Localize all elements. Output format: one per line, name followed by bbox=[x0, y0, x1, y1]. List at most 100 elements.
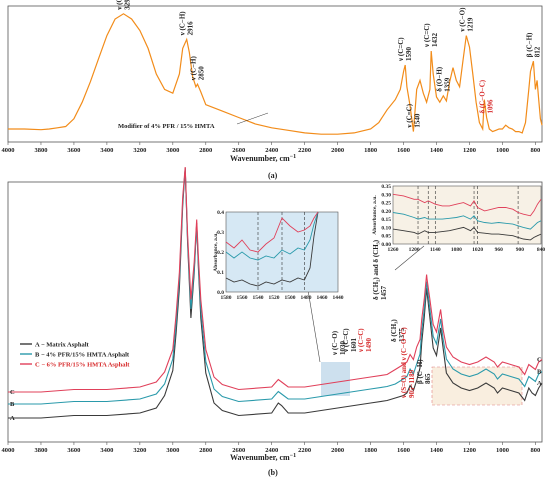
inset-x-tick: 900 bbox=[516, 247, 525, 253]
curve-label-left: C bbox=[10, 389, 15, 396]
inset-x-tick: 1260 bbox=[388, 247, 399, 253]
panel-a-series-name: Modifier of 4% PFR / 15% HMTA bbox=[118, 123, 215, 130]
svg-text:1457: 1457 bbox=[380, 286, 388, 301]
annotation-label: δ (O−H) 1359 bbox=[435, 66, 451, 92]
inset-x-tick: 1560 bbox=[237, 295, 248, 301]
x-tick-label: 800 bbox=[531, 447, 541, 454]
inset-x-tick: 1460 bbox=[317, 295, 328, 301]
inset-1-y-label: Absorbance, a.u. bbox=[213, 232, 219, 272]
annotation-label: δ (C−O−C) 1096 bbox=[479, 79, 495, 113]
inset-y-tick: 0.20 bbox=[381, 209, 391, 215]
svg-text:1490: 1490 bbox=[365, 338, 373, 353]
x-tick-label: 2400 bbox=[265, 147, 278, 154]
legend-label: A − Matrix Asphalt bbox=[35, 342, 90, 349]
svg-text:δ (O−H): δ (O−H) bbox=[435, 66, 443, 92]
svg-text:2916: 2916 bbox=[187, 21, 195, 36]
inset-1: 1580 1560 1540 1520 1500 1480 1460 1440 0.0 0.1 0.… bbox=[213, 210, 344, 301]
inset-x-tick: 840 bbox=[537, 247, 546, 253]
svg-text:ν (O−H): ν (O−H) bbox=[116, 0, 124, 11]
inset-y-tick: 0.10 bbox=[381, 225, 391, 231]
svg-text:ν (C=C): ν (C=C) bbox=[397, 37, 405, 62]
inset-series-A bbox=[392, 226, 542, 241]
annotation-label: ν (C=C) 1601 bbox=[342, 328, 358, 353]
svg-text:1219: 1219 bbox=[466, 17, 474, 32]
inset-y-tick: 0.25 bbox=[381, 201, 391, 207]
zoom-arrow-right bbox=[394, 245, 425, 271]
annotation-label: ν (C−H) 2916 bbox=[179, 11, 195, 37]
curve-label-right: A bbox=[537, 380, 542, 387]
annotation-label: β (C−H) 865 bbox=[416, 359, 432, 384]
x-tick-label: 4000 bbox=[2, 147, 15, 154]
svg-text:1432: 1432 bbox=[431, 33, 439, 48]
x-tick-label: 4000 bbox=[2, 447, 15, 454]
inset-x-tick: 1520 bbox=[269, 295, 280, 301]
annotation-label: ν (C=C) 1490 bbox=[357, 328, 373, 353]
inset-x-tick: 1540 bbox=[253, 295, 264, 301]
x-tick-label: 2000 bbox=[331, 447, 344, 454]
inset-x-tick: 1140 bbox=[430, 247, 441, 253]
highlight-1540-1440 bbox=[321, 362, 350, 396]
svg-text:ν (S=O) and ν (C−O−C): ν (S=O) and ν (C−O−C) bbox=[400, 327, 408, 399]
svg-text:β (C−H): β (C−H) bbox=[525, 32, 533, 57]
svg-text:1096: 1096 bbox=[487, 99, 495, 114]
inset-2-frame bbox=[392, 185, 542, 245]
x-tick-label: 1800 bbox=[364, 147, 377, 154]
panel-a: 4000 3800 3600 3400 3200 3000 2800 2600 2400 2200… bbox=[2, 0, 543, 180]
inset-series-A bbox=[225, 211, 319, 287]
svg-text:ν (C=C): ν (C=C) bbox=[357, 328, 365, 353]
annotation-label: ν (C=C) 1540 bbox=[405, 103, 421, 128]
panel-b-x-ticks: 4000 3800 3600 3400 3200 3000 2800 2600 2400 2200… bbox=[2, 442, 541, 454]
inset-x-tick: 1480 bbox=[301, 295, 312, 301]
svg-text:905−1189: 905−1189 bbox=[408, 369, 416, 398]
x-tick-label: 1600 bbox=[397, 147, 410, 154]
x-tick-label: 3200 bbox=[133, 147, 146, 154]
legend-label: B − 4% PFR/15% HMTA Asphalt bbox=[35, 352, 130, 359]
annotation-label: ν (C=C) 1432 bbox=[423, 23, 439, 48]
x-tick-label: 2800 bbox=[199, 447, 212, 454]
inset-series-B bbox=[225, 211, 319, 261]
x-tick-label: 2600 bbox=[232, 147, 245, 154]
x-tick-label: 3200 bbox=[133, 447, 146, 454]
panel-a-label: (a) bbox=[268, 171, 278, 180]
x-tick-label: 1000 bbox=[496, 447, 509, 454]
inset-1-content: 1580 1560 1540 1520 1500 1480 1460 1440 0.0 0.1 0.… bbox=[217, 210, 344, 301]
x-tick-label: 3600 bbox=[67, 447, 80, 454]
svg-text:ν (C=C): ν (C=C) bbox=[342, 328, 350, 353]
x-tick-label: 800 bbox=[531, 147, 541, 154]
inset-x-tick: 1200 bbox=[409, 247, 420, 253]
x-tick-label: 3800 bbox=[34, 447, 47, 454]
panel-a-x-axis-label: Wavenumber, cm−1 bbox=[230, 154, 296, 163]
panel-b-x-axis-label: Wavenumber, cm−1 bbox=[230, 453, 296, 462]
inset-x-tick: 1440 bbox=[333, 295, 344, 301]
annotation-label: ν (C=C) 1590 bbox=[397, 37, 413, 62]
x-tick-label: 3000 bbox=[166, 447, 179, 454]
x-tick-label: 3000 bbox=[166, 147, 179, 154]
x-tick-label: 1000 bbox=[496, 147, 509, 154]
legend-label: C − 6% PFR/15% HMTA Asphalt bbox=[35, 362, 130, 369]
svg-text:1590: 1590 bbox=[405, 47, 413, 62]
x-tick-label: 3400 bbox=[100, 147, 113, 154]
svg-text:1359: 1359 bbox=[443, 77, 451, 92]
x-tick-label: 2400 bbox=[265, 447, 278, 454]
inset-y-tick: 0.30 bbox=[381, 192, 391, 198]
x-tick-label: 1200 bbox=[463, 147, 476, 154]
panel-b: 4000 3800 3600 3400 3200 3000 2800 2600 2400 2200… bbox=[2, 166, 545, 477]
svg-text:1540: 1540 bbox=[413, 113, 421, 128]
x-tick-label: 1400 bbox=[430, 447, 443, 454]
inset-2-content: 1260 1200 1140 1080 1020 960 900 840 0.00 0.05 0.1… bbox=[381, 184, 545, 253]
inset-series-C bbox=[392, 193, 542, 217]
x-tick-label: 1800 bbox=[364, 447, 377, 454]
annotation-label: ν (C−O) 1030 bbox=[331, 330, 347, 356]
svg-text:δ (CH₂) and δ (CH₃): δ (CH₂) and δ (CH₃) bbox=[372, 239, 380, 300]
inset-y-tick: 0.1 bbox=[217, 270, 224, 276]
inset-x-tick: 1020 bbox=[472, 247, 483, 253]
inset-y-tick: 0.00 bbox=[381, 242, 391, 248]
annotation-label: ν (S=O) and ν (C−O−C) 905−1189 bbox=[400, 327, 416, 399]
panel-a-plot-frame bbox=[7, 5, 543, 143]
inset-y-tick: 0.4 bbox=[217, 210, 224, 216]
inset-y-tick: 0.15 bbox=[381, 217, 391, 223]
svg-text:3299: 3299 bbox=[124, 0, 132, 10]
inset-2: 1260 1200 1140 1080 1020 960 900 840 0.00 0.05 0.1… bbox=[372, 184, 545, 253]
svg-text:812: 812 bbox=[533, 46, 541, 57]
